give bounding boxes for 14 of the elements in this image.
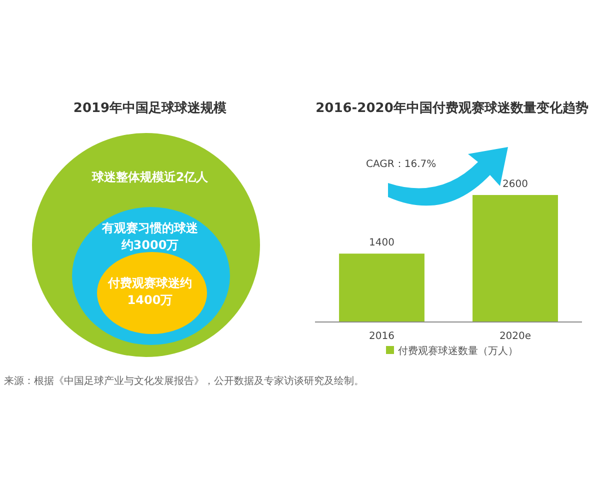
data-label: 1400 [369,238,394,249]
legend-label: 付费观赛球迷数量（万人） [398,345,518,357]
text: 有观赛习惯的球迷 [101,221,199,235]
text: 2019年中国足球球迷规模 [73,100,227,116]
text: 约3000万 [120,238,179,252]
text: CAGR：16.7% [366,159,436,170]
text: 球迷整体规模近2亿人 [90,170,210,184]
chart-title: 2016-2020年中国付费观赛球迷数量变化趋势 [316,100,588,116]
x-tick-label: 2016 [369,331,394,342]
x-tick-label: 2020e [499,331,532,342]
source-note: 来源：根据《中国足球产业与文化发展报告》，公开数据及专家访谈研究及绘制。 [4,375,364,387]
text: 付费观赛球迷约 [107,276,192,290]
text: 1400万 [127,293,173,307]
data-label: 2600 [502,179,528,190]
